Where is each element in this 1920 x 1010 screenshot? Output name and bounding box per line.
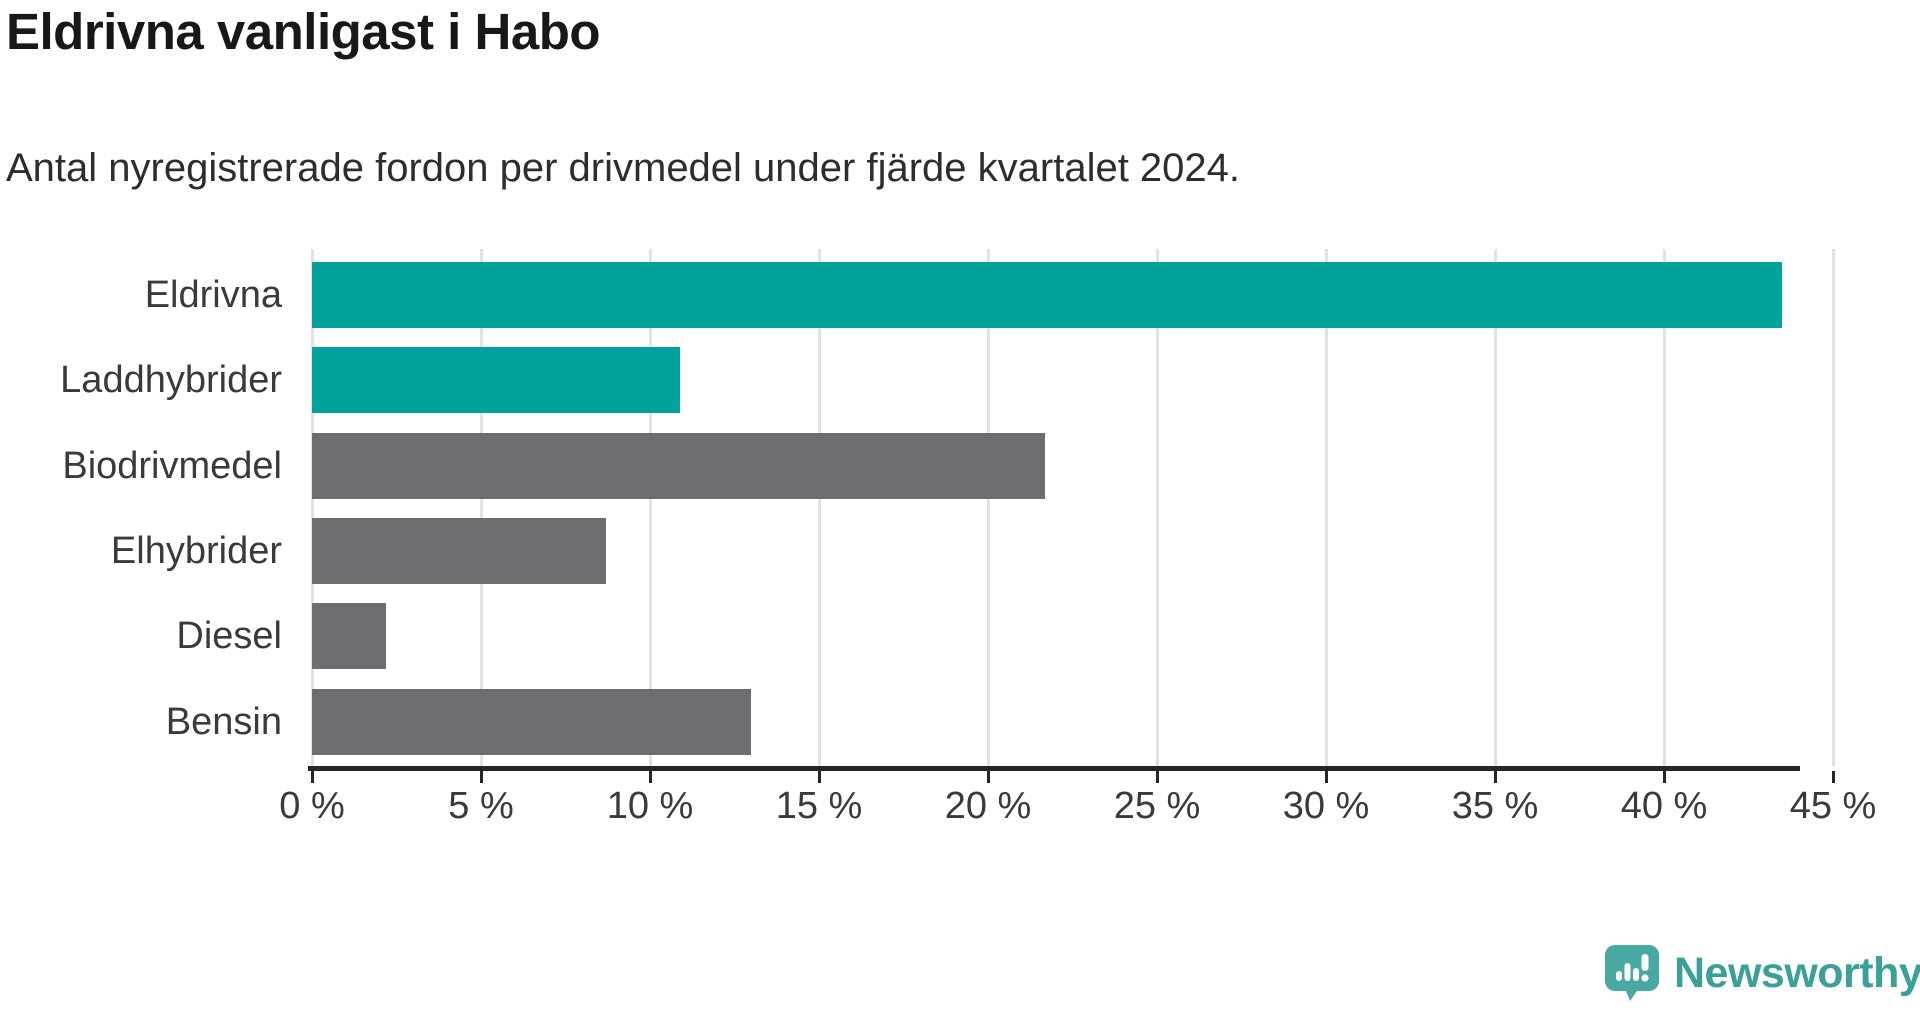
chart-row: Bensin [166, 688, 1860, 755]
chart-row: Biodrivmedel [62, 432, 1860, 499]
axis-tick [1662, 771, 1666, 783]
axis-tick [1493, 771, 1497, 783]
x-axis-line [308, 766, 1800, 771]
bar-bensin [312, 688, 752, 755]
gridline [479, 249, 483, 766]
axis-tick-label: 15 % [775, 785, 863, 827]
axis-tick [1324, 771, 1328, 783]
axis-tick-label: 0 % [279, 785, 345, 827]
bar-eldrivna [312, 262, 1783, 328]
page-title: Eldrivna vanligast i Habo [6, 3, 601, 60]
axis-tick-label: 30 % [1282, 785, 1370, 827]
bar-biodrivmedel [312, 432, 1046, 499]
chart-row: Eldrivna [145, 262, 1860, 328]
bar-laddhybrider [312, 347, 681, 414]
gridline [817, 249, 821, 766]
bar-chart-plot: Eldrivna Laddhybrider Biodrivmedel Elhybrid… [60, 249, 1876, 827]
bar-diesel [312, 603, 387, 670]
axis-tick [1155, 771, 1159, 783]
newsworthy-logo-text: Newsworthy [1674, 948, 1920, 997]
axis-tick [1831, 771, 1835, 783]
gridline [1831, 249, 1835, 766]
axis-tick [817, 771, 821, 783]
chart-row: Diesel [176, 603, 1860, 670]
gridline [986, 249, 990, 766]
axis-tick-label: 5 % [448, 785, 514, 827]
category-label: Elhybrider [110, 529, 282, 572]
axis-tick-label: 40 % [1620, 785, 1708, 827]
axis-tick [310, 771, 314, 783]
gridline [1155, 249, 1159, 766]
category-label: Laddhybrider [60, 359, 282, 402]
gridline [1324, 249, 1328, 766]
chart-row: Elhybrider [111, 517, 1860, 584]
category-label: Biodrivmedel [62, 444, 282, 487]
category-label: Eldrivna [144, 274, 282, 316]
chart-subtitle: Antal nyregistrerade fordon per drivmede… [6, 146, 1241, 190]
gridline [1493, 249, 1497, 766]
axis-tick-label: 45 % [1789, 785, 1877, 827]
newsworthy-logo: Newsworthy [1604, 944, 1920, 1002]
gridline [310, 249, 314, 766]
axis-tick [648, 771, 652, 783]
chart-row: Laddhybrider [60, 347, 1860, 414]
axis-tick [986, 771, 990, 783]
axis-tick-label: 35 % [1451, 785, 1539, 827]
newsworthy-logo-icon [1605, 945, 1659, 1001]
gridline [648, 249, 652, 766]
category-label: Diesel [176, 615, 282, 658]
axis-tick-label: 10 % [606, 785, 694, 827]
gridline [1662, 249, 1666, 766]
category-label: Bensin [165, 700, 282, 743]
axis-tick [479, 771, 483, 783]
bar-elhybrider [312, 517, 607, 584]
axis-tick-label: 25 % [1113, 785, 1201, 827]
axis-tick-label: 20 % [944, 785, 1032, 827]
